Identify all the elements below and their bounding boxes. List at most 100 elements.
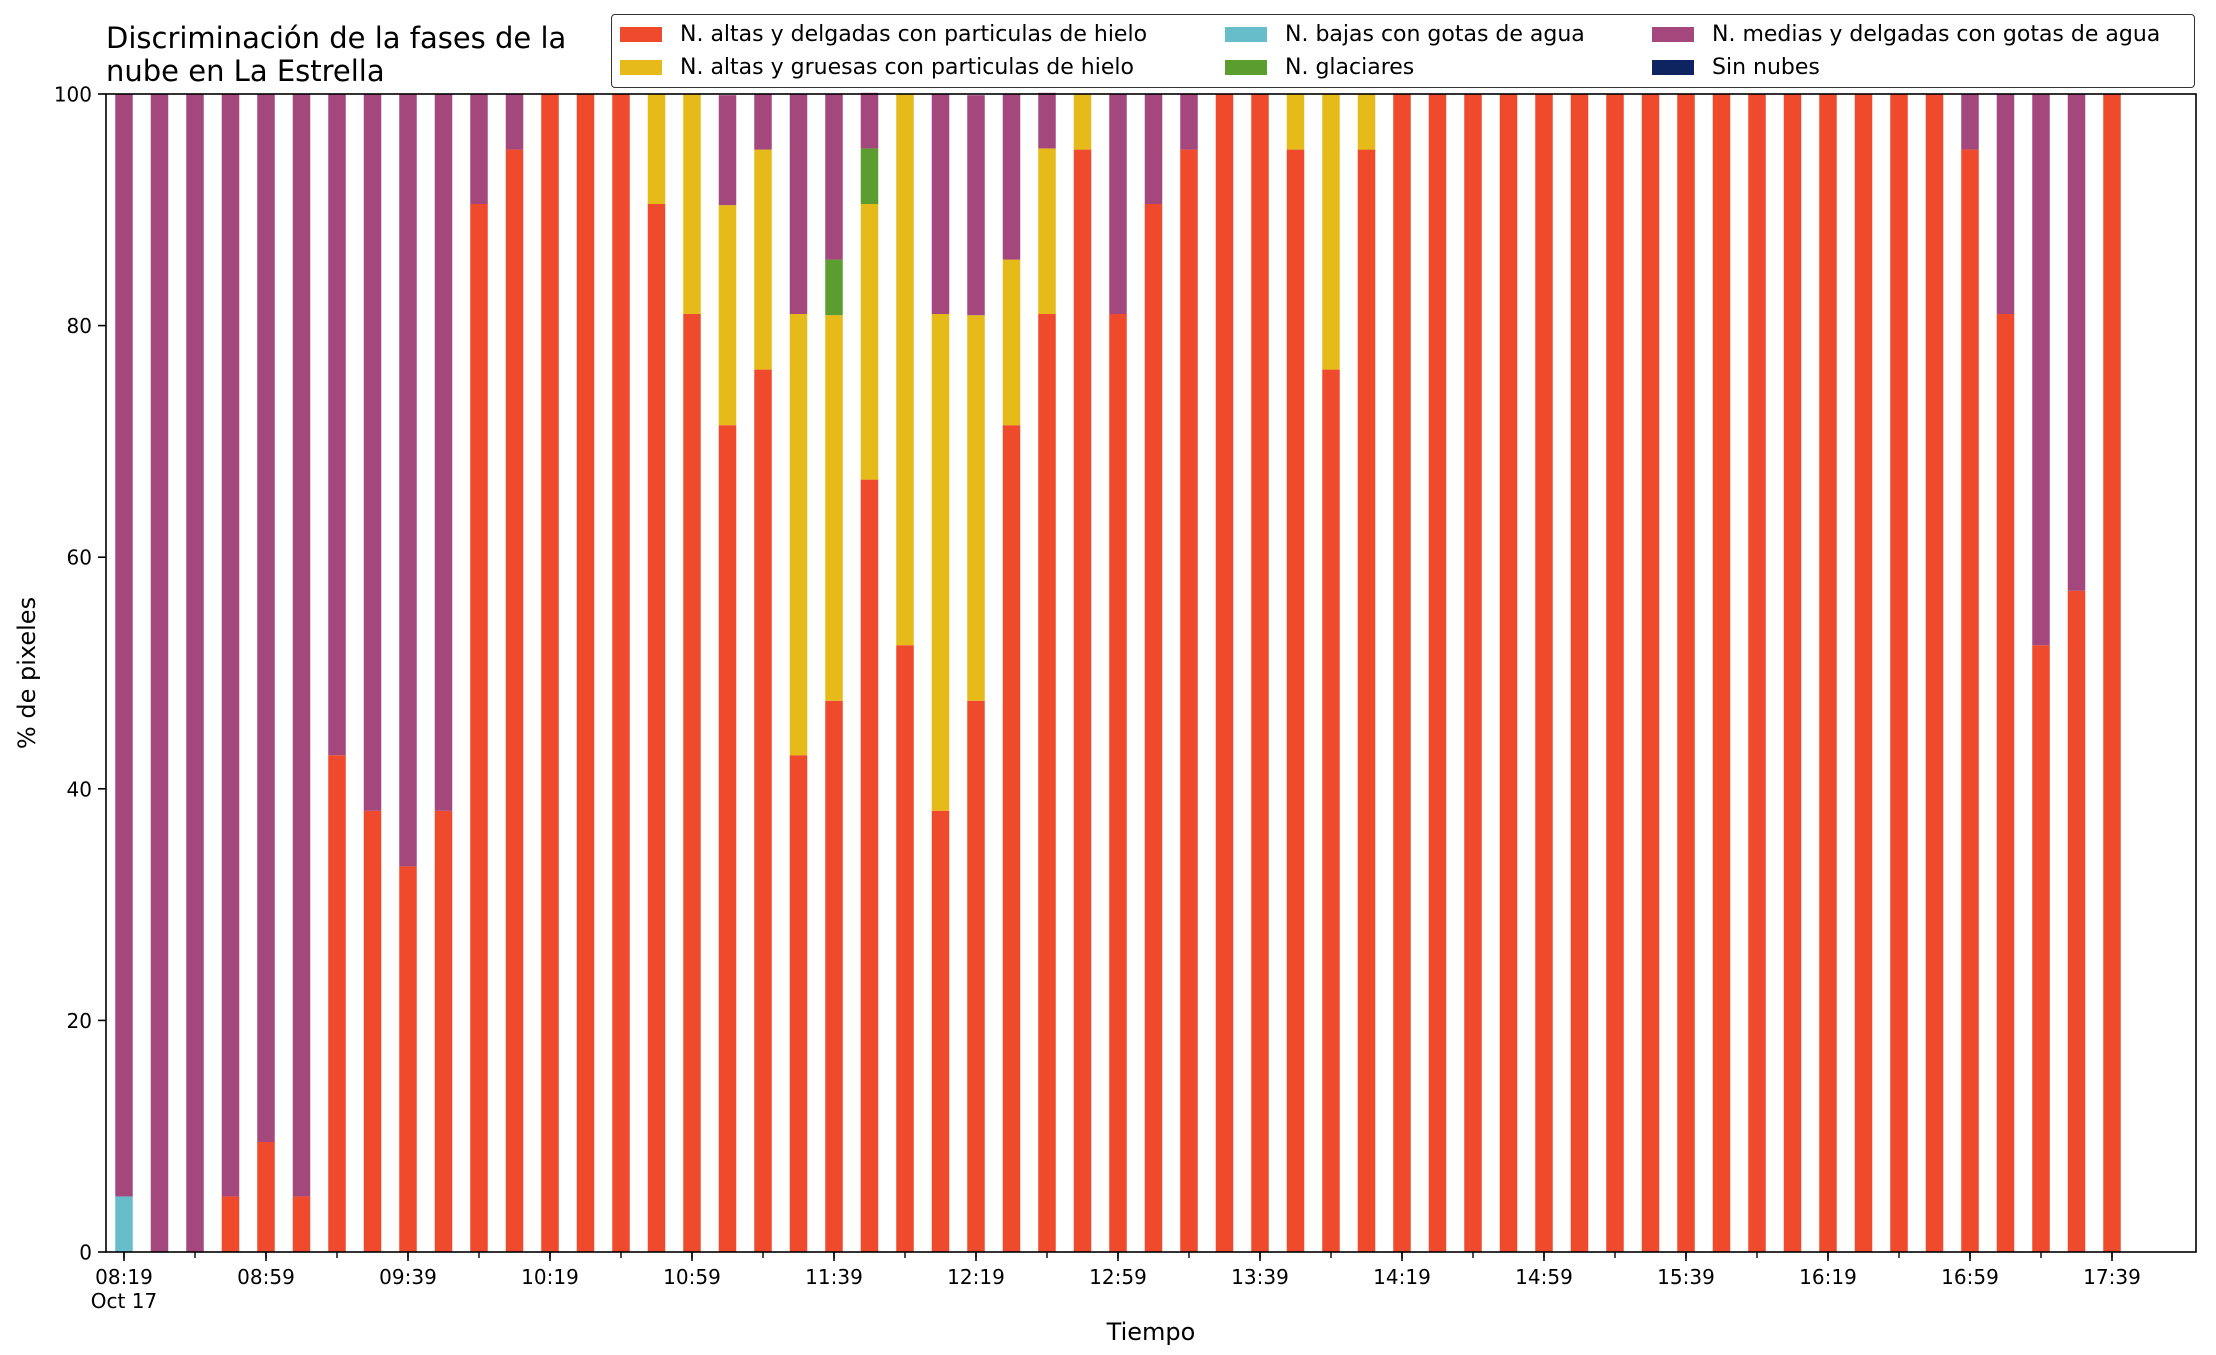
bar-n-altas-y-delgadas-con-particulas-de-hielo-1719 xyxy=(2032,645,2050,1252)
bar-n-altas-y-delgadas-con-particulas-de-hielo-1549 xyxy=(1712,94,1731,1252)
bar-n-altas-y-gruesas-con-particulas-de-hielo-1109 xyxy=(718,205,737,426)
bar-n-medias-y-delgadas-con-gotas-de-agua-0829 xyxy=(150,94,169,1252)
y-tick-label-80: 80 xyxy=(67,314,92,338)
bar-n-altas-y-delgadas-con-particulas-de-hielo-0919 xyxy=(328,755,346,1252)
legend-label-2: N. altas y gruesas con particulas de hie… xyxy=(680,54,1134,80)
plot-frame xyxy=(105,93,2197,1253)
bar-n-altas-y-gruesas-con-particulas-de-hielo-1119 xyxy=(754,149,772,370)
bar-n-altas-y-delgadas-con-particulas-de-hielo-0909 xyxy=(292,1196,311,1252)
x-tick-label-1259: 12:59 xyxy=(1089,1265,1147,1289)
bar-n-altas-y-delgadas-con-particulas-de-hielo-1449 xyxy=(1499,94,1518,1252)
x-tick-label-1139: 11:39 xyxy=(805,1265,863,1289)
x-tick-label-1459: 14:59 xyxy=(1515,1265,1573,1289)
legend-label-3: N. bajas con gotas de agua xyxy=(1285,21,1585,47)
bar-n-altas-y-delgadas-con-particulas-de-hielo-1219 xyxy=(967,700,985,1252)
bar-n-altas-y-delgadas-con-particulas-de-hielo-0939 xyxy=(399,866,417,1252)
bar-n-glaciares-1149 xyxy=(860,148,879,205)
x-tick-label-1419: 14:19 xyxy=(1373,1265,1431,1289)
bar-n-medias-y-delgadas-con-gotas-de-agua-0939 xyxy=(399,94,417,867)
bar-n-altas-y-gruesas-con-particulas-de-hielo-1139 xyxy=(825,315,843,701)
legend-label-5: N. medias y delgadas con gotas de agua xyxy=(1712,21,2161,47)
bar-n-altas-y-gruesas-con-particulas-de-hielo-1409 xyxy=(1357,94,1376,150)
bar-n-altas-y-delgadas-con-particulas-de-hielo-1429 xyxy=(1428,94,1447,1252)
legend-item-1: N. altas y delgadas con particulas de hi… xyxy=(620,19,1147,49)
x-tick-label-0819: 08:19 xyxy=(95,1265,153,1289)
bar-n-altas-y-delgadas-con-particulas-de-hielo-1349 xyxy=(1286,149,1305,1253)
bar-n-medias-y-delgadas-con-gotas-de-agua-1109 xyxy=(718,95,737,206)
x-tick-label-1059: 10:59 xyxy=(663,1265,721,1289)
bar-n-altas-y-gruesas-con-particulas-de-hielo-1149 xyxy=(860,204,879,480)
bar-n-medias-y-delgadas-con-gotas-de-agua-1149 xyxy=(860,92,879,149)
bar-n-altas-y-delgadas-con-particulas-de-hielo-1329 xyxy=(1215,94,1234,1252)
bar-n-altas-y-delgadas-con-particulas-de-hielo-1509 xyxy=(1570,94,1589,1252)
bar-n-altas-y-gruesas-con-particulas-de-hielo-1239 xyxy=(1038,148,1056,315)
bar-n-altas-y-delgadas-con-particulas-de-hielo-1119 xyxy=(754,369,772,1253)
bar-n-altas-y-delgadas-con-particulas-de-hielo-1009 xyxy=(505,149,524,1253)
bar-n-medias-y-delgadas-con-gotas-de-agua-1719 xyxy=(2032,94,2050,646)
x-date-label: Oct 17 xyxy=(91,1289,157,1313)
x-axis-label: Tiempo xyxy=(1106,1318,1196,1346)
bar-n-medias-y-delgadas-con-gotas-de-agua-1229 xyxy=(1002,94,1021,260)
bar-n-altas-y-delgadas-con-particulas-de-hielo-0849 xyxy=(221,1196,240,1252)
bar-n-altas-y-delgadas-con-particulas-de-hielo-1259 xyxy=(1109,314,1127,1252)
bar-n-altas-y-delgadas-con-particulas-de-hielo-1159 xyxy=(896,645,914,1252)
bar-n-medias-y-delgadas-con-gotas-de-agua-0909 xyxy=(292,94,311,1197)
bar-n-altas-y-delgadas-con-particulas-de-hielo-1419 xyxy=(1393,94,1411,1252)
bar-n-altas-y-gruesas-con-particulas-de-hielo-1159 xyxy=(896,94,914,646)
axes-layer: 0 20 40 60 80 100 08:19 08:59 09:39 10:19 10:59 11:… xyxy=(13,83,2197,1346)
bar-n-altas-y-delgadas-con-particulas-de-hielo-1519 xyxy=(1606,94,1624,1252)
bar-n-altas-y-delgadas-con-particulas-de-hielo-1639 xyxy=(1890,94,1908,1252)
bar-n-medias-y-delgadas-con-gotas-de-agua-1009 xyxy=(505,94,524,150)
legend: N. altas y delgadas con particulas de hi… xyxy=(611,14,2195,88)
bar-n-altas-y-gruesas-con-particulas-de-hielo-1059 xyxy=(683,94,701,315)
bar-n-altas-y-delgadas-con-particulas-de-hielo-0959 xyxy=(470,204,488,1252)
legend-item-6: Sin nubes xyxy=(1652,52,1820,82)
bar-n-altas-y-delgadas-con-particulas-de-hielo-1559 xyxy=(1748,94,1766,1252)
bar-n-altas-y-delgadas-con-particulas-de-hielo-1659 xyxy=(1961,149,1979,1253)
bar-n-medias-y-delgadas-con-gotas-de-agua-1129 xyxy=(789,94,808,315)
bars-layer xyxy=(115,92,2121,1253)
bar-n-altas-y-delgadas-con-particulas-de-hielo-1319 xyxy=(1180,149,1198,1253)
bar-n-medias-y-delgadas-con-gotas-de-agua-0919 xyxy=(328,94,346,756)
bar-n-altas-y-delgadas-con-particulas-de-hielo-1459 xyxy=(1535,94,1553,1252)
bar-n-medias-y-delgadas-con-gotas-de-agua-0819 xyxy=(115,94,133,1197)
bar-n-altas-y-delgadas-con-particulas-de-hielo-1049 xyxy=(647,204,666,1252)
bar-n-altas-y-gruesas-con-particulas-de-hielo-1219 xyxy=(967,315,985,701)
y-tick-label-100: 100 xyxy=(54,83,92,107)
bar-n-medias-y-delgadas-con-gotas-de-agua-1259 xyxy=(1109,94,1127,315)
bar-n-altas-y-delgadas-con-particulas-de-hielo-1249 xyxy=(1073,149,1092,1253)
bar-n-medias-y-delgadas-con-gotas-de-agua-1309 xyxy=(1144,94,1163,205)
x-tick-label-1739: 17:39 xyxy=(2083,1265,2141,1289)
y-tick-label-20: 20 xyxy=(67,1009,92,1033)
bar-n-altas-y-delgadas-con-particulas-de-hielo-1409 xyxy=(1357,149,1376,1253)
bar-n-medias-y-delgadas-con-gotas-de-agua-1709 xyxy=(1996,94,2015,315)
bar-n-altas-y-delgadas-con-particulas-de-hielo-1229 xyxy=(1002,425,1021,1252)
bar-n-altas-y-gruesas-con-particulas-de-hielo-1049 xyxy=(647,94,666,205)
legend-swatch-4 xyxy=(1225,59,1267,75)
x-tick-label-0939: 09:39 xyxy=(379,1265,437,1289)
bar-n-medias-y-delgadas-con-gotas-de-agua-1119 xyxy=(754,94,772,150)
bar-n-glaciares-1139 xyxy=(825,259,843,316)
bar-n-altas-y-delgadas-con-particulas-de-hielo-1609 xyxy=(1783,94,1802,1252)
bar-n-altas-y-delgadas-con-particulas-de-hielo-1019 xyxy=(541,94,559,1252)
bar-n-altas-y-delgadas-con-particulas-de-hielo-1739 xyxy=(2103,94,2121,1252)
x-tick-label-0859: 08:59 xyxy=(237,1265,295,1289)
x-tick-label-1619: 16:19 xyxy=(1799,1265,1857,1289)
bar-n-altas-y-delgadas-con-particulas-de-hielo-1029 xyxy=(576,94,595,1252)
bar-n-altas-y-delgadas-con-particulas-de-hielo-0929 xyxy=(363,810,382,1252)
bar-n-altas-y-gruesas-con-particulas-de-hielo-1209 xyxy=(931,314,950,811)
bar-n-altas-y-delgadas-con-particulas-de-hielo-1039 xyxy=(612,94,630,1252)
bar-n-altas-y-delgadas-con-particulas-de-hielo-1129 xyxy=(789,755,808,1252)
legend-item-5: N. medias y delgadas con gotas de agua xyxy=(1652,19,2160,49)
bar-n-altas-y-delgadas-con-particulas-de-hielo-1139 xyxy=(825,700,843,1252)
bar-n-medias-y-delgadas-con-gotas-de-agua-1659 xyxy=(1961,94,1979,150)
bar-n-altas-y-delgadas-con-particulas-de-hielo-1239 xyxy=(1038,314,1056,1252)
bar-n-medias-y-delgadas-con-gotas-de-agua-0959 xyxy=(470,94,488,205)
bar-n-altas-y-delgadas-con-particulas-de-hielo-1359 xyxy=(1322,369,1340,1253)
legend-item-3: N. bajas con gotas de agua xyxy=(1225,19,1585,49)
bar-n-altas-y-delgadas-con-particulas-de-hielo-1339 xyxy=(1251,94,1269,1252)
legend-swatch-5 xyxy=(1652,26,1694,42)
bar-n-bajas-con-gotas-de-agua-0819 xyxy=(115,1196,133,1252)
bar-n-medias-y-delgadas-con-gotas-de-agua-0859 xyxy=(257,94,275,1142)
